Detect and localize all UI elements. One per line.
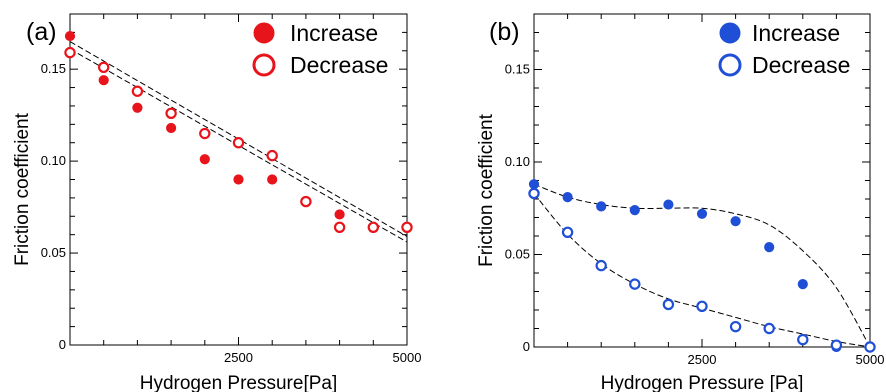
data-point-decrease [830,339,843,351]
legend-marker-increase [719,22,741,44]
y-tick-label: 0 [523,339,530,354]
legend-marker-decrease [252,53,276,77]
data-point-decrease [528,187,540,200]
data-point-increase [166,122,177,134]
data-point-increase [98,75,109,86]
trend-curve [533,183,871,348]
data-point-increase [64,30,76,42]
data-point-increase [596,201,607,212]
data-point-decrease [629,278,641,290]
data-point-decrease [64,46,76,59]
data-point-increase [730,216,741,227]
y-axis-label: Friction coefficient [12,112,33,265]
data-point-decrease [864,341,876,353]
data-point-decrease [797,333,809,346]
data-point-increase [199,154,210,165]
data-point-decrease [696,300,708,312]
x-axis-label: Hydrogen Pressure [Pa] [601,373,804,392]
y-tick-label: 0.15 [505,62,530,77]
y-tick-label: 0.10 [505,154,530,169]
data-point-decrease [763,322,775,335]
data-point-increase [267,174,278,185]
data-point-decrease [199,127,211,140]
data-point-decrease [367,221,379,234]
data-point-increase [797,279,808,290]
data-point-decrease [662,298,675,311]
data-point-increase [334,209,345,220]
y-tick-label: 0.05 [505,247,530,262]
data-point-decrease [401,221,413,234]
data-point-decrease [300,195,312,208]
legend-label-increase: Increase [290,20,378,46]
chart-panel-a: 2500 5000 0 0.05 0.10 0.15 Hydrogen Pressure[P… [12,13,422,392]
data-point-increase [696,208,708,219]
y-tick-label: 0.10 [41,153,66,168]
data-point-increase [562,192,573,203]
x-tick-label: 2500 [224,350,253,365]
data-point-decrease [595,259,607,272]
data-point-increase [764,242,775,253]
chart-panel-b: 2500 5000 0 0.05 0.10 0.15 Hydrogen Pressure [… [476,13,885,392]
legend-marker-decrease [718,53,742,77]
data-point-increase [663,199,674,210]
y-tick-label: 0 [59,337,66,352]
data-point-decrease [131,85,144,97]
data-point-decrease [232,137,245,149]
x-tick-label: 5000 [393,350,422,365]
legend-label-increase: Increase [752,20,840,46]
panel-label: (a) [26,18,57,46]
data-point-decrease [333,221,346,234]
y-tick-label: 0.15 [41,61,66,76]
legend-marker-increase [253,22,275,44]
y-tick-label: 0.05 [41,245,66,260]
data-point-increase [233,174,244,185]
y-axis-label: Friction coefficient [476,113,497,266]
x-axis-label: Hydrogen Pressure[Pa] [140,373,338,392]
data-point-increase [132,102,143,113]
data-point-decrease [561,226,574,238]
legend-label-decrease: Decrease [290,52,388,78]
data-point-increase [629,205,640,216]
data-point-decrease [165,107,177,120]
x-tick-label: 2500 [688,352,717,367]
data-point-increase [528,179,540,190]
panel-label: (b) [489,18,520,46]
data-point-decrease [97,61,110,74]
data-point-decrease [729,320,742,333]
data-point-decrease [266,149,278,162]
legend-label-decrease: Decrease [752,52,850,78]
x-tick-label: 5000 [856,352,885,367]
